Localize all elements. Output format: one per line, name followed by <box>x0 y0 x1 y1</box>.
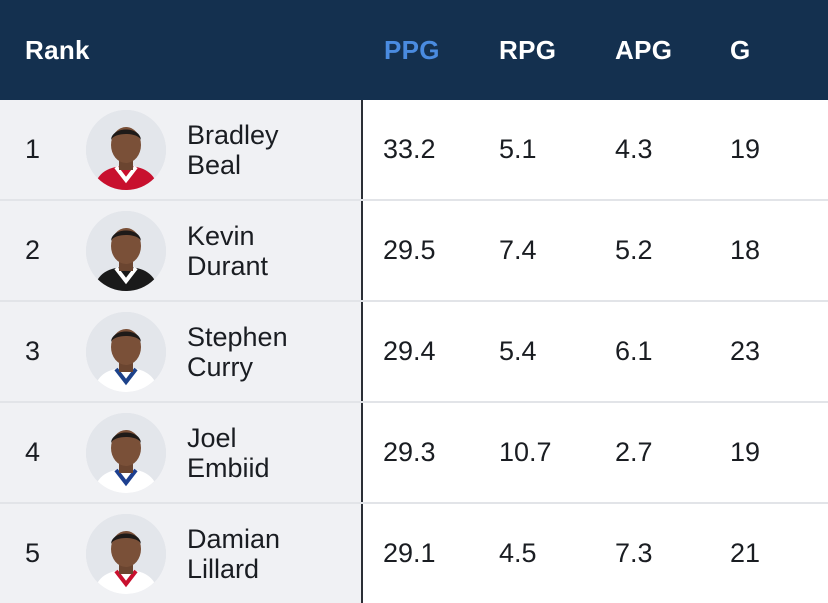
rpg-value: 5.1 <box>499 134 537 164</box>
ppg-value: 29.5 <box>383 235 436 265</box>
player-first-name: Kevin <box>187 220 255 251</box>
player-cell: 2 Kevin Durant <box>0 201 363 300</box>
player-headshot-icon <box>86 211 166 291</box>
ppg-value: 29.4 <box>383 336 436 366</box>
column-header-apg[interactable]: APG <box>615 34 673 65</box>
rank-value: 2 <box>25 235 41 265</box>
player-name[interactable]: Bradley Beal <box>187 100 279 199</box>
rank-value: 3 <box>25 336 41 366</box>
apg-value: 7.3 <box>615 538 653 568</box>
column-header-rank[interactable]: Rank <box>25 34 90 65</box>
column-header-ppg[interactable]: PPG <box>384 34 440 65</box>
games-value: 18 <box>730 235 761 265</box>
player-name[interactable]: Kevin Durant <box>187 201 268 300</box>
table-row[interactable]: 1 Bradley Beal 33.2 5.1 4.3 19 <box>0 100 828 201</box>
column-header-games[interactable]: G <box>730 34 751 65</box>
player-last-name: Curry <box>187 351 253 382</box>
player-first-name: Stephen <box>187 321 288 352</box>
player-cell: 4 Joel Embiid <box>0 403 363 502</box>
player-last-name: Lillard <box>187 553 260 584</box>
player-cell: 1 Bradley Beal <box>0 100 363 199</box>
ppg-value: 29.3 <box>383 437 436 467</box>
games-value: 19 <box>730 134 761 164</box>
table-row[interactable]: 4 Joel Embiid 29.3 10.7 2.7 19 <box>0 403 828 504</box>
player-avatar[interactable] <box>86 514 166 594</box>
player-name[interactable]: Joel Embiid <box>187 403 270 502</box>
apg-value: 4.3 <box>615 134 653 164</box>
apg-value: 6.1 <box>615 336 653 366</box>
player-last-name: Beal <box>187 149 242 180</box>
table-body: 1 Bradley Beal 33.2 5.1 4.3 19 2 <box>0 100 828 603</box>
ppg-value: 33.2 <box>383 134 436 164</box>
player-first-name: Damian <box>187 523 281 554</box>
player-headshot-icon <box>86 514 166 594</box>
player-name[interactable]: Damian Lillard <box>187 504 280 603</box>
player-avatar[interactable] <box>86 312 166 392</box>
games-value: 23 <box>730 336 761 366</box>
table-header: Rank PPG RPG APG G <box>0 0 828 100</box>
player-first-name: Joel <box>187 422 237 453</box>
table-row[interactable]: 5 Damian Lillard 29.1 4.5 7.3 21 <box>0 504 828 603</box>
table-row[interactable]: 3 Stephen Curry 29.4 5.4 6.1 23 <box>0 302 828 403</box>
rank-value: 1 <box>25 134 41 164</box>
player-first-name: Bradley <box>187 119 279 150</box>
player-avatar[interactable] <box>86 413 166 493</box>
player-cell: 5 Damian Lillard <box>0 504 363 603</box>
games-value: 21 <box>730 538 761 568</box>
column-header-rpg[interactable]: RPG <box>499 34 557 65</box>
player-cell: 3 Stephen Curry <box>0 302 363 401</box>
rpg-value: 10.7 <box>499 437 552 467</box>
player-last-name: Durant <box>187 250 269 281</box>
games-value: 19 <box>730 437 761 467</box>
apg-value: 2.7 <box>615 437 653 467</box>
rank-value: 4 <box>25 437 41 467</box>
player-name[interactable]: Stephen Curry <box>187 302 288 401</box>
player-headshot-icon <box>86 312 166 392</box>
player-avatar[interactable] <box>86 110 166 190</box>
rpg-value: 7.4 <box>499 235 537 265</box>
player-headshot-icon <box>86 110 166 190</box>
apg-value: 5.2 <box>615 235 653 265</box>
player-last-name: Embiid <box>187 452 270 483</box>
rank-value: 5 <box>25 538 41 568</box>
rpg-value: 4.5 <box>499 538 537 568</box>
player-headshot-icon <box>86 413 166 493</box>
rpg-value: 5.4 <box>499 336 537 366</box>
ppg-value: 29.1 <box>383 538 436 568</box>
table-row[interactable]: 2 Kevin Durant 29.5 7.4 5.2 18 <box>0 201 828 302</box>
player-avatar[interactable] <box>86 211 166 291</box>
